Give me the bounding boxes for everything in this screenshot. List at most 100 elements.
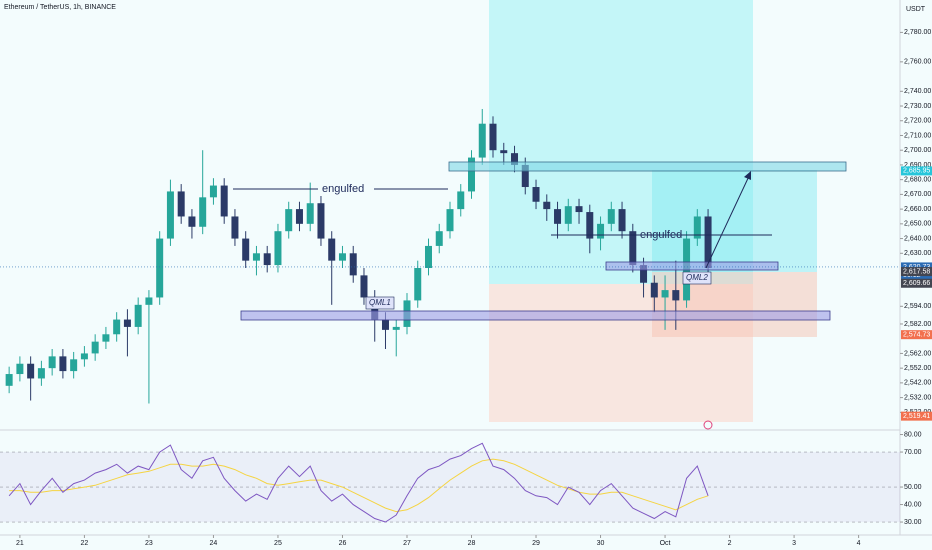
candle-body [295,209,303,224]
candle-body [543,201,551,210]
y-tick-label: 2,670.00 [904,191,931,198]
x-tick-label: Oct [660,540,671,547]
y-tick-label: 70.00 [904,449,922,456]
candle-body [468,157,476,192]
label-box [365,296,395,310]
candle-body [640,265,648,283]
candle-body [586,212,594,239]
y-tick-label: 2,680.00 [904,177,931,184]
price-tag [901,267,932,277]
x-tick-label: 22 [81,540,89,547]
price-tag [901,411,932,421]
price-tag [901,278,932,288]
qml-zone [240,310,831,321]
candle-body [123,319,131,327]
candle-body [220,185,228,217]
candle-body [166,191,174,239]
y-tick-label: 2,562.00 [904,350,931,357]
profit-zone [652,170,817,272]
candle-body [306,203,314,224]
candle-body [564,206,572,224]
candle-body [650,282,658,298]
candle-body [16,363,24,375]
candle-body [317,203,325,239]
label-box [682,271,712,285]
candle-body [618,209,626,232]
candle-body [5,374,13,386]
candle-body [113,319,121,335]
y-tick-label: 2,532.00 [904,394,931,401]
annotation: engulfed [322,183,364,195]
candles [5,108,712,404]
candle-body [274,231,282,266]
candle-body [478,123,486,158]
y-tick-label: 2,630.00 [904,250,931,257]
y-tick-label: 2,720.00 [904,118,931,125]
price-tag-label: 2,685.95 [903,168,930,175]
supply-zone [448,161,847,172]
x-tick-label: 4 [857,540,861,547]
x-tick-label: 25 [274,540,282,547]
candle-body [575,206,583,213]
candle-body [661,290,669,298]
candle-body [414,268,422,301]
y-tick-label: 50.00 [904,484,922,491]
annotation: QML2 [686,273,708,282]
currency: USDT [906,6,926,13]
candle-body [145,297,153,305]
candle-body [37,368,45,379]
candle-body [70,359,78,372]
candle-body [91,341,99,354]
y-tick-label: 2,594.00 [904,303,931,310]
x-tick-label: 26 [339,540,347,547]
candle-body [242,238,250,261]
candle-body [134,304,142,327]
candle-body [489,123,497,151]
candle-body [80,353,88,360]
x-tick-label: 30 [597,540,605,547]
event-icon [703,420,713,430]
y-tick-label: 2,542.00 [904,380,931,387]
candle-body [360,275,368,298]
price-tag-label: 2,617.58 [903,268,930,275]
loss-zone [652,272,817,337]
candle-body [597,223,605,239]
candle-body [102,334,110,342]
candle-body [349,253,357,276]
candle-body [177,191,185,217]
candle-body [693,216,701,239]
candle-body [672,290,680,301]
symbol-title: Ethereum / TetherUS, 1h, BINANCE [4,4,116,11]
price-tag [901,330,932,340]
y-tick-label: 2,552.00 [904,365,931,372]
y-tick-label: 2,650.00 [904,221,931,228]
x-tick-label: 3 [792,540,796,547]
price-tag-label: 2,519.41 [903,413,930,420]
price-tag-label: 2,609.66 [903,280,930,287]
x-tick-label: 27 [403,540,411,547]
candle-body [263,253,271,266]
x-tick-label: 21 [16,540,24,547]
candle-body [48,356,56,369]
candle-body [435,231,443,246]
y-tick-label: 2,640.00 [904,235,931,242]
candle-body [231,216,239,239]
price-tag-label: 2,574.73 [903,332,930,339]
y-tick-label: 2,582.00 [904,321,931,328]
candle-body [424,245,432,269]
y-tick-label: 2,760.00 [904,59,931,66]
candle-body [554,209,562,224]
x-tick-label: 23 [145,540,153,547]
price-tag [901,166,932,176]
arrow-head [744,171,751,180]
annotation: engulfed [640,229,682,241]
rsi-line [9,458,709,513]
y-tick-label: 80.00 [904,431,922,438]
candle-body [59,356,67,372]
qml-zone [605,261,779,271]
y-tick-label: 2,690.00 [904,162,931,169]
x-tick-label: 28 [468,540,476,547]
candle-body [209,185,217,198]
candle-body [328,238,336,261]
